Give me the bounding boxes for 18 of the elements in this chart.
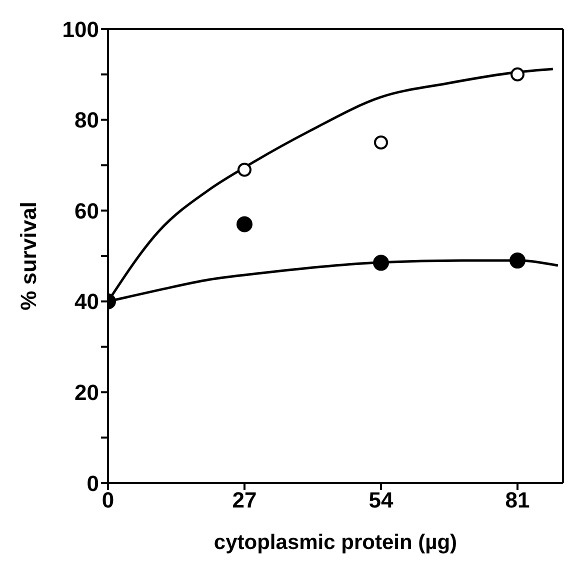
x-tick-label: 27: [232, 488, 257, 513]
point: [238, 162, 252, 177]
x-tick-label: 54: [368, 488, 394, 513]
y-tick-label: 80: [74, 108, 99, 133]
y-axis-title: % survival: [16, 202, 41, 310]
point: [374, 136, 388, 150]
point: [373, 254, 389, 271]
point: [236, 216, 252, 232]
point: [510, 252, 526, 269]
y-tick-label: 100: [62, 16, 99, 42]
point: [510, 67, 524, 82]
x-axis-title: cytoplasmic protein (µg): [214, 531, 458, 554]
x-tick-label: 0: [102, 488, 114, 513]
y-tick-label: 0: [86, 470, 99, 496]
y-tick-label: 20: [74, 380, 99, 406]
y-tick-label: 60: [74, 198, 99, 224]
x-tick-label: 81: [505, 488, 530, 513]
y-tick-label: 40: [74, 289, 99, 314]
